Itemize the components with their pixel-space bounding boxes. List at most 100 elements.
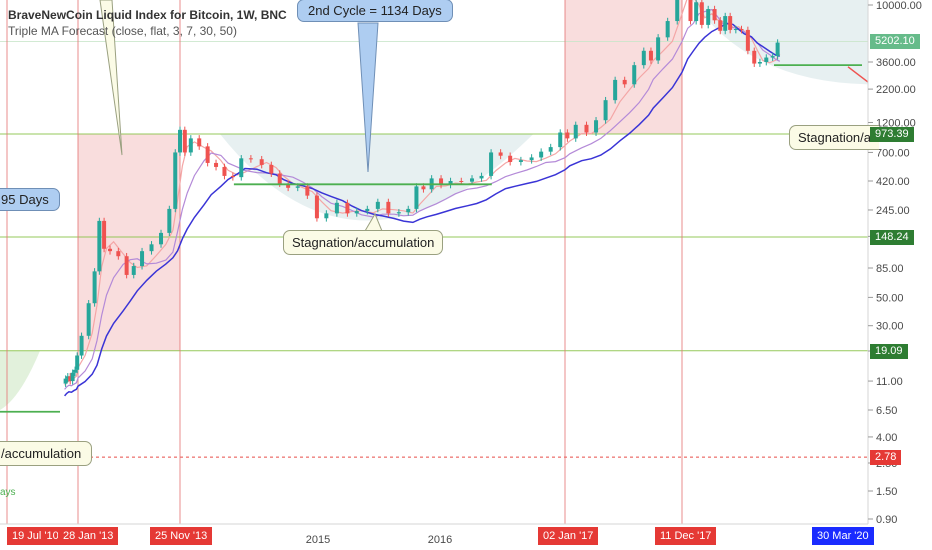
y-tick-label: 1.50 xyxy=(876,486,897,498)
candle-body xyxy=(675,0,680,22)
bear-zone-2011 xyxy=(0,350,40,410)
price-level-tag: 19.09 xyxy=(870,343,908,359)
candle-body xyxy=(764,57,769,62)
candle-body xyxy=(269,164,274,174)
y-tick-label: 3600.00 xyxy=(876,57,916,69)
candle-body xyxy=(65,376,70,379)
candle-body xyxy=(775,42,780,57)
candle-body xyxy=(188,138,193,153)
x-tick-label: 2016 xyxy=(428,534,452,546)
candle-body xyxy=(584,124,589,133)
date-marker-tag: 30 Mar '20 xyxy=(812,527,874,545)
callout-stagnation-middle: Stagnation/accumulation xyxy=(283,230,444,255)
candle-body xyxy=(277,173,282,184)
callout-pointer-second-cycle xyxy=(357,22,379,173)
candle-body xyxy=(489,152,494,176)
callout-pointers xyxy=(99,0,383,232)
chart-title: BraveNewCoin Liquid Index for Bitcoin, 1… xyxy=(8,8,287,22)
candle-body xyxy=(498,152,503,156)
y-tick-label: 0.90 xyxy=(876,514,897,526)
last-price-tag: 5202.10 xyxy=(870,34,920,50)
y-tick-label: 1200.00 xyxy=(876,117,916,129)
candle-body xyxy=(439,178,444,185)
candle-body xyxy=(632,65,637,85)
candle-body xyxy=(558,132,563,148)
candle-body xyxy=(414,186,419,209)
days-label-partial: ays xyxy=(0,487,16,498)
candle-body xyxy=(324,213,329,219)
candle-body xyxy=(733,29,738,31)
candle-body xyxy=(508,155,513,162)
candle-body xyxy=(214,162,219,167)
candle-body xyxy=(295,186,300,188)
candle-body xyxy=(345,202,350,214)
candle-body xyxy=(421,186,426,190)
y-tick-label: 85.00 xyxy=(876,263,904,275)
candle-body xyxy=(386,201,391,214)
price-level-tag: 148.24 xyxy=(870,230,914,245)
candle-body xyxy=(723,16,728,31)
candle-body xyxy=(108,248,113,252)
candle-body xyxy=(718,20,723,31)
candle-body xyxy=(73,369,78,373)
bear-zone-2014 xyxy=(220,134,534,221)
ma-slow-line xyxy=(64,22,781,397)
candle-body xyxy=(124,256,129,275)
support-lines xyxy=(0,64,869,413)
candle-body xyxy=(573,124,578,139)
forecast-arrow xyxy=(847,66,869,83)
candle-body xyxy=(665,21,670,38)
y-tick-label: 4.00 xyxy=(876,432,897,444)
callout-first-cycle: 95 Days xyxy=(0,188,60,211)
price-level-tag: 973.39 xyxy=(870,127,914,142)
y-tick-label: 30.00 xyxy=(876,321,904,333)
candle-body xyxy=(594,120,599,133)
callout-stagnation-left: /accumulation xyxy=(0,441,93,466)
date-marker-tag: 11 Dec '17 xyxy=(655,527,717,545)
candle-body xyxy=(699,2,704,25)
candle-body xyxy=(305,186,310,196)
bull-zone-2013 xyxy=(78,134,180,351)
candle-body xyxy=(529,157,534,161)
indicator-label: Triple MA Forecast (close, flat, 3, 7, 3… xyxy=(8,24,237,38)
y-tick-label: 11.00 xyxy=(876,376,903,388)
candle-body xyxy=(770,56,775,58)
x-axis: 2015 2016 xyxy=(306,534,452,546)
candle-body xyxy=(167,208,172,233)
y-tick-label: 245.00 xyxy=(876,205,910,217)
candle-body xyxy=(182,129,187,153)
candle-body xyxy=(641,50,646,66)
candle-body xyxy=(518,160,523,162)
candle-body xyxy=(470,178,475,182)
candle-body xyxy=(712,9,717,21)
candle-body xyxy=(688,0,693,22)
candle-body xyxy=(448,181,453,185)
candle-body xyxy=(70,372,75,382)
candle-body xyxy=(354,211,359,214)
candle-body xyxy=(752,50,757,64)
candle-body xyxy=(86,303,91,336)
candle-body xyxy=(539,151,544,158)
date-marker-tag: 02 Jan '17 xyxy=(538,527,599,545)
candle-body xyxy=(739,29,744,31)
candle-body xyxy=(706,9,711,25)
y-tick-label: 6.50 xyxy=(876,405,897,417)
candle-body xyxy=(92,271,97,304)
ma-fast-line xyxy=(64,0,781,386)
candle-body xyxy=(159,232,164,245)
candle-body xyxy=(613,79,618,101)
candle-body xyxy=(149,244,154,252)
candle-body xyxy=(97,220,102,272)
candle-body xyxy=(75,355,80,370)
candle-body xyxy=(656,37,661,61)
candle-body xyxy=(548,147,553,152)
candle-body xyxy=(68,376,73,382)
y-tick-label: 10000.00 xyxy=(876,0,922,12)
candle-body xyxy=(334,202,339,214)
candle-body xyxy=(131,266,136,275)
x-tick-label: 2015 xyxy=(306,534,330,546)
price-level-tag: 2.78 xyxy=(870,450,902,466)
candle-body xyxy=(239,158,244,178)
y-tick-label: 420.00 xyxy=(876,176,910,188)
